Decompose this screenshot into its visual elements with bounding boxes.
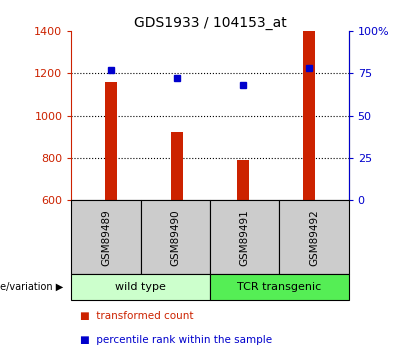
Text: GSM89489: GSM89489 — [101, 209, 111, 266]
Text: ■  percentile rank within the sample: ■ percentile rank within the sample — [80, 335, 272, 345]
Text: ■  transformed count: ■ transformed count — [80, 310, 193, 321]
Text: GSM89490: GSM89490 — [171, 209, 180, 266]
Text: GSM89491: GSM89491 — [240, 209, 249, 266]
Text: TCR transgenic: TCR transgenic — [237, 282, 321, 292]
Text: wild type: wild type — [115, 282, 166, 292]
Bar — [237, 160, 249, 200]
Title: GDS1933 / 104153_at: GDS1933 / 104153_at — [134, 16, 286, 30]
Bar — [171, 132, 183, 200]
Text: GSM89492: GSM89492 — [309, 209, 319, 266]
Bar — [303, 31, 315, 200]
Text: genotype/variation ▶: genotype/variation ▶ — [0, 282, 63, 292]
Bar — [105, 82, 117, 200]
